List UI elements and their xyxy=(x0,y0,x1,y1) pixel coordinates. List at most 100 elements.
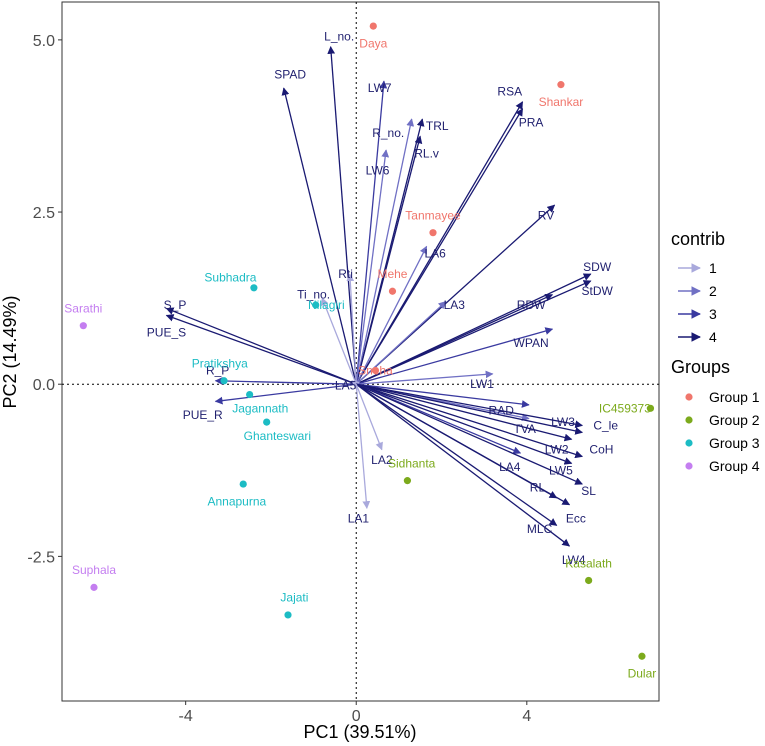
arrow-R_P xyxy=(214,377,357,385)
variable-label-LA3: LA3 xyxy=(444,298,466,312)
arrow-SL xyxy=(355,383,583,485)
y-tick-label: 0.0 xyxy=(33,377,55,394)
y-axis-title: PC2 (14.49%) xyxy=(0,295,20,408)
point-label-Sarathi: Sarathi xyxy=(64,301,102,315)
arrow-LA6 xyxy=(355,245,428,385)
y-tick-label: -2.5 xyxy=(27,549,55,566)
arrow-LA3 xyxy=(355,301,447,385)
legend-contrib-label: 3 xyxy=(709,306,717,322)
variable-label-LW2: LW2 xyxy=(545,443,569,457)
point-label-Sneha: Sneha xyxy=(358,363,393,377)
y-tick-label: 5.0 xyxy=(33,33,55,50)
arrow-PRA xyxy=(355,108,524,385)
point-label-Pratikshya: Pratikshya xyxy=(192,357,248,371)
legend-group-label: Group 2 xyxy=(709,412,760,428)
point-label-Jajati: Jajati xyxy=(280,591,308,605)
arrow-PUE_R xyxy=(214,383,357,405)
point-label-Nilagiri: Nilagiri xyxy=(308,298,345,312)
legend-groups-title: Groups xyxy=(671,357,730,377)
variable-label-CoH: CoH xyxy=(589,443,613,457)
variable-label-WPAN: WPAN xyxy=(514,336,549,350)
x-axis-ticks: -4 0 4 xyxy=(179,701,531,725)
arrow-LW1 xyxy=(356,370,494,385)
variable-label-TVA: TVA xyxy=(513,422,535,436)
legend-group-key xyxy=(685,439,693,447)
legend-contrib-label: 2 xyxy=(709,283,717,299)
legend-group-label: Group 4 xyxy=(709,458,760,474)
variable-label-LW6: LW6 xyxy=(366,164,390,178)
point-Ghanteswari xyxy=(263,418,271,426)
arrow-LA5 xyxy=(351,380,360,389)
arrow-C_le xyxy=(356,383,584,435)
variable-label-SL: SL xyxy=(581,484,596,498)
point-label-Mehe: Mehe xyxy=(377,267,407,281)
variable-label-R_P: R_P xyxy=(206,363,229,377)
point-Suphala xyxy=(90,583,98,591)
variable-label-StDW: StDW xyxy=(581,284,613,298)
point-label-Daya: Daya xyxy=(359,36,387,50)
arrow-MLC xyxy=(355,383,558,526)
point-label-Ghanteswari: Ghanteswari xyxy=(244,429,311,443)
arrow-Ecc xyxy=(355,383,571,506)
point-Sneha xyxy=(371,366,380,375)
arrow-CoH xyxy=(356,383,583,459)
point-Daya xyxy=(369,22,377,30)
variable-label-LW4: LW4 xyxy=(562,553,586,567)
point-Nilagiri xyxy=(312,301,320,309)
variable-label-TRL: TRL xyxy=(426,119,449,133)
arrow-RL.v xyxy=(355,135,423,385)
point-Mehe xyxy=(388,287,397,295)
arrow-PUE_S xyxy=(165,314,357,385)
variable-label-LA4: LA4 xyxy=(499,460,521,474)
point-label-Tanmayee: Tanmayee xyxy=(405,208,461,222)
variable-label-LA1: LA1 xyxy=(348,512,370,526)
point-label-Sidhanta: Sidhanta xyxy=(388,456,436,470)
y-tick-label: 2.5 xyxy=(33,205,55,222)
arrow-LW7 xyxy=(355,80,388,385)
point-label-Kasalath: Kasalath xyxy=(565,556,612,570)
point-Subhadra xyxy=(250,284,258,292)
legend-group-key xyxy=(685,393,693,401)
legend-group-key xyxy=(685,462,693,470)
legend-contrib: contrib 1 2 3 4 xyxy=(671,229,725,345)
arrow-WPAN xyxy=(356,327,554,385)
arrow-L_no. xyxy=(327,45,357,385)
variable-label-R_no.: R_no. xyxy=(372,126,404,140)
arrow-R_no. xyxy=(355,118,415,385)
point-Sidhanta xyxy=(403,477,412,485)
legend-group-label: Group 3 xyxy=(709,435,760,451)
variable-label-LW1: LW1 xyxy=(470,377,494,391)
y-axis-ticks: -2.5 0.0 2.5 5.0 xyxy=(27,33,62,566)
point-label-Suphala: Suphala xyxy=(72,563,116,577)
point-Pratikshya xyxy=(220,377,228,385)
variable-label-LA6: LA6 xyxy=(424,246,446,260)
point-Jajati xyxy=(284,611,292,619)
variable-label-LA5: LA5 xyxy=(335,379,357,393)
variable-label-Ecc: Ecc xyxy=(566,512,586,526)
legend-groups: Groups Group 1 Group 2 Group 3 Group 4 xyxy=(671,357,760,474)
point-label-Annapurna: Annapurna xyxy=(207,494,266,508)
variable-labels: L_no. SPAD LW7 TRL R_no. RL.v LW6 RSA PRA RV LA6 Rt… xyxy=(147,29,619,566)
legend-group-key xyxy=(685,416,693,424)
observation-labels: Daya Shankar Tanmayee Mehe Sneha IC459373 Sidh… xyxy=(64,36,656,680)
arrow-S_P xyxy=(165,307,357,385)
arrow-RAD xyxy=(356,383,530,408)
arrow-LW2 xyxy=(356,383,573,442)
x-tick-label: -4 xyxy=(179,708,193,725)
x-tick-label: 4 xyxy=(522,708,531,725)
variable-label-RL: RL xyxy=(530,481,546,495)
variable-label-PUE_R: PUE_R xyxy=(183,408,223,422)
variable-label-PRA: PRA xyxy=(519,116,544,130)
plot-panel xyxy=(61,1,660,702)
variable-label-RDW: RDW xyxy=(517,298,546,312)
variable-label-SPAD: SPAD xyxy=(274,67,306,81)
variable-label-MLC: MLC xyxy=(527,522,553,536)
variable-label-S_P: S_P xyxy=(164,298,187,312)
arrow-Ti_no. xyxy=(321,297,357,385)
variable-label-LW3: LW3 xyxy=(551,415,575,429)
reference-lines xyxy=(62,2,659,701)
variable-arrows xyxy=(165,45,592,547)
point-Tanmayee xyxy=(429,229,437,237)
point-Annapurna xyxy=(239,480,247,488)
legend-group-label: Group 1 xyxy=(709,389,760,405)
